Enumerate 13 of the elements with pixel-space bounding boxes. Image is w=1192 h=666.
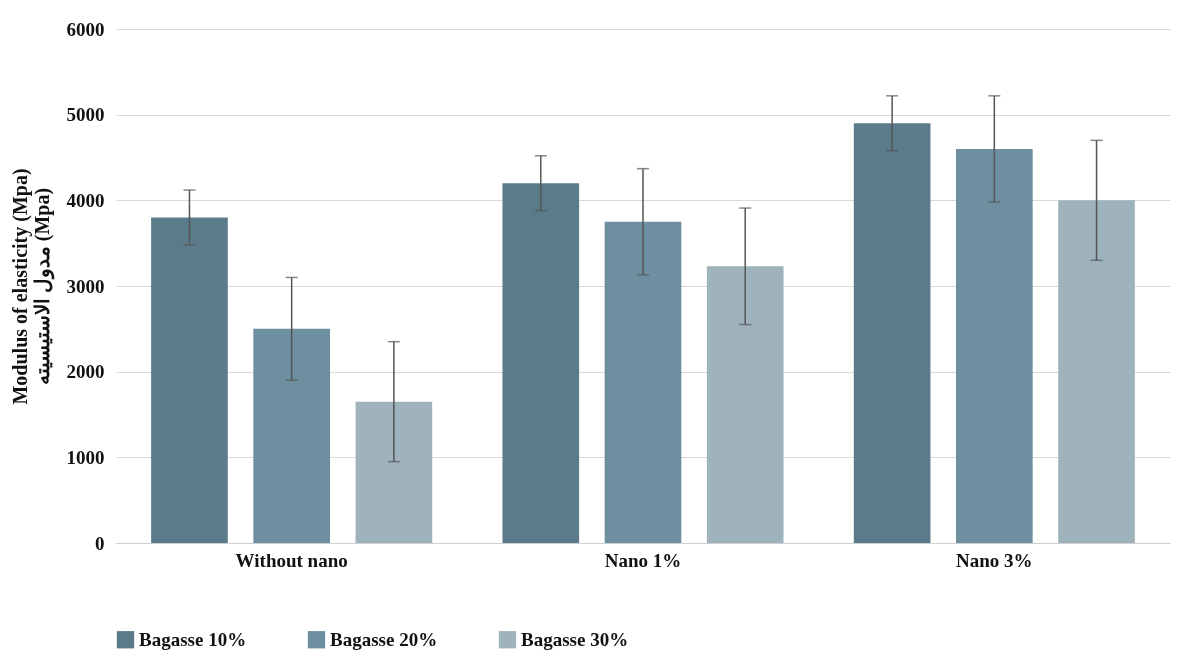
y-tick-label: 4000 [66, 189, 105, 211]
y-tick-label: 0 [95, 532, 105, 554]
x-tick-label: Nano 3% [956, 549, 1033, 571]
legend-label: Bagasse 10% [139, 628, 247, 650]
legend-label: Bagasse 30% [521, 628, 629, 650]
y-tick-label: 2000 [66, 361, 105, 383]
legend-label: Bagasse 20% [330, 628, 438, 650]
y-tick-label: 3000 [66, 275, 105, 297]
x-tick-label: Without nano [235, 549, 348, 571]
y-tick-label: 5000 [66, 104, 105, 126]
y-tick-label: 1000 [66, 446, 105, 468]
x-tick-label: Nano 1% [604, 549, 682, 571]
y-tick-label: 6000 [66, 18, 105, 40]
